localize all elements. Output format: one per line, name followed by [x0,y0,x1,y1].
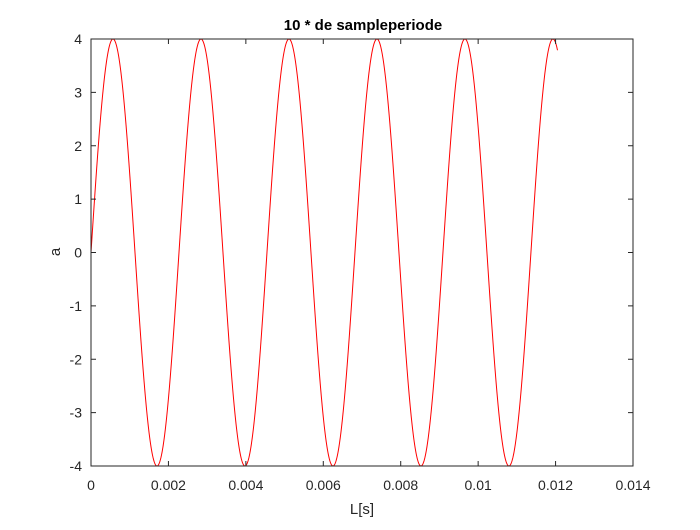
x-tick-label: 0.012 [538,477,573,493]
x-axis-label: L[s] [350,501,374,518]
y-tick-label: -4 [70,458,83,474]
plot-area [91,39,633,466]
y-tick-label: -2 [70,351,83,367]
y-tick-label: 4 [74,31,82,47]
x-axis-ticks: 0 0.002 0.004 0.006 0.008 0.01 0.012 0.014 [87,39,651,493]
y-tick-label: 0 [74,245,82,261]
y-tick-label: 2 [74,138,82,154]
y-tick-label: -3 [70,405,83,421]
chart-title: 10 * de sampleperiode [284,17,442,34]
y-tick-label: 1 [74,191,82,207]
y-axis-label: a [47,247,64,256]
y-tick-label: -1 [70,298,83,314]
x-tick-label: 0.014 [615,477,650,493]
x-tick-label: 0.01 [465,477,492,493]
x-tick-label: 0.002 [151,477,186,493]
x-tick-label: 0.004 [228,477,263,493]
x-tick-label: 0.008 [383,477,418,493]
series-layer [90,38,558,467]
y-tick-label: 3 [74,84,82,100]
y-axis-ticks: -4 -3 -2 -1 0 1 2 3 4 [70,31,633,474]
series-line [90,38,558,467]
x-tick-label: 0.006 [306,477,341,493]
x-tick-label: 0 [87,477,95,493]
